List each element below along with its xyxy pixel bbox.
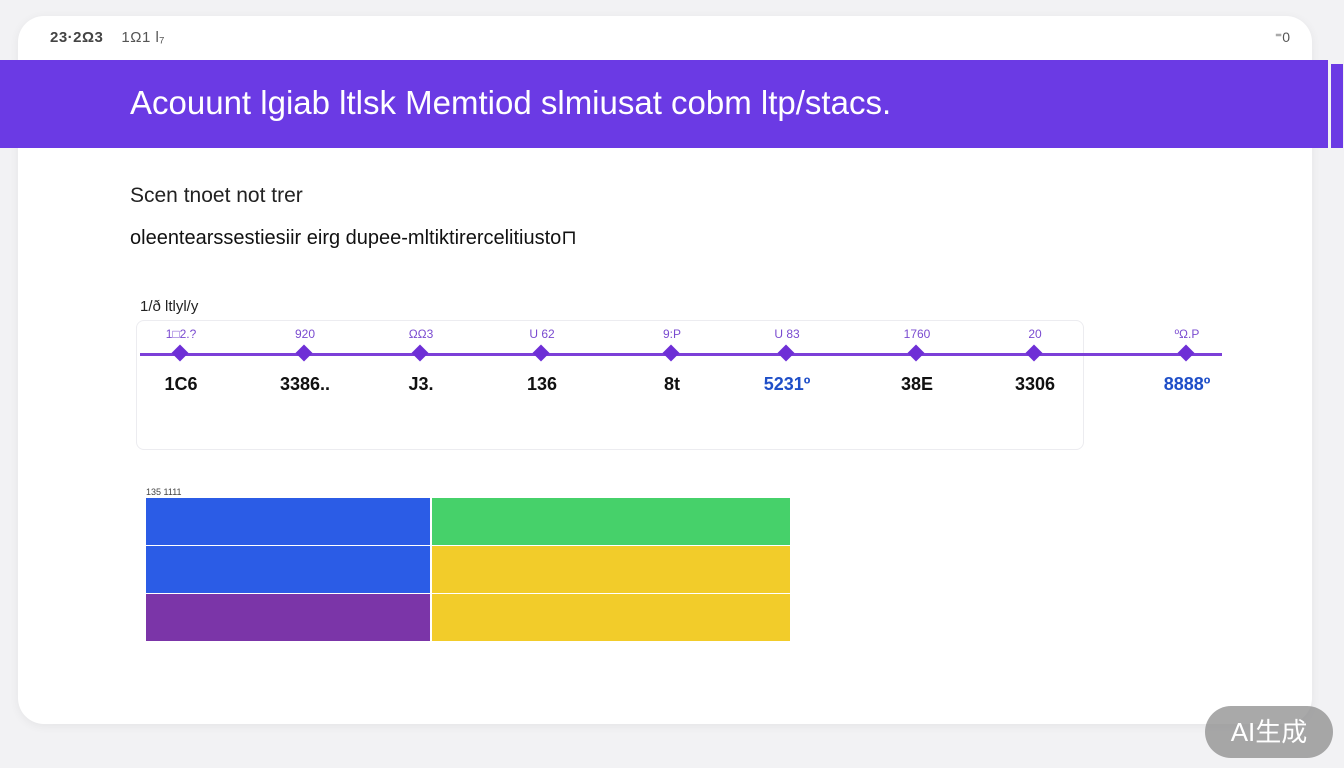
top-bar-time: 23·2Ω3 [50, 29, 104, 46]
timeline-point-top-label: ΩΩ3 [408, 327, 434, 341]
timeline-point-top-label: 20 [1028, 327, 1042, 341]
timeline-point-value: 3306 [1014, 374, 1056, 394]
timeline-point-top-label: 920 [294, 327, 316, 341]
section-description: oleentearssestiesiir eirg dupee-mltiktir… [130, 227, 577, 249]
top-bar: 23·2Ω3 1Ω1 l₇ ⁼0 [18, 16, 1312, 58]
timeline-point-top-label: 1□2.? [165, 327, 197, 341]
grid-cell [146, 546, 430, 593]
timeline-point-top-label: 9:P [662, 327, 682, 341]
timeline-point-top-label: U 62 [529, 327, 555, 341]
timeline-point-value: 8888º [1163, 374, 1211, 394]
top-bar-status: ⁼0 [1274, 29, 1290, 45]
top-bar-left: 23·2Ω3 1Ω1 l₇ [50, 29, 165, 46]
color-grid [146, 498, 790, 642]
grid-cell [146, 498, 430, 545]
timeline-axis [140, 353, 1222, 356]
timeline-point-top-label: 1760 [903, 327, 931, 341]
timeline-card [136, 320, 1084, 450]
timeline-point-value: 136 [526, 374, 558, 394]
banner-scroll-edge[interactable] [1329, 64, 1343, 148]
timeline-point-value: 38E [900, 374, 934, 394]
top-bar-subtext: 1Ω1 l₇ [121, 29, 165, 46]
grid-cell [432, 594, 790, 641]
timeline-point-value: 5231º [763, 374, 811, 394]
section-subtitle: Scen tnoet not trer [130, 184, 303, 207]
ai-generated-badge: AI生成 [1205, 706, 1333, 758]
header-banner [0, 60, 1328, 148]
timeline-point-value: J3. [408, 374, 434, 394]
page-title: Acouunt lgiab ltlsk Memtiod slmiusat cob… [130, 84, 892, 121]
timeline-point-top-label: U 83 [774, 327, 800, 341]
timeline-point-value: 8t [663, 374, 681, 394]
grid-cell [432, 498, 790, 545]
grid-cell [146, 594, 430, 641]
timeline-label: 1/ð ltlyl/y [140, 298, 199, 315]
timeline-point-top-label: ºΩ.P [1174, 327, 1200, 341]
grid-cell [432, 546, 790, 593]
timeline-point-value: 3386.. [279, 374, 331, 394]
timeline-point-value: 1C6 [164, 374, 198, 394]
grid-label: 135 1111 [146, 487, 182, 497]
